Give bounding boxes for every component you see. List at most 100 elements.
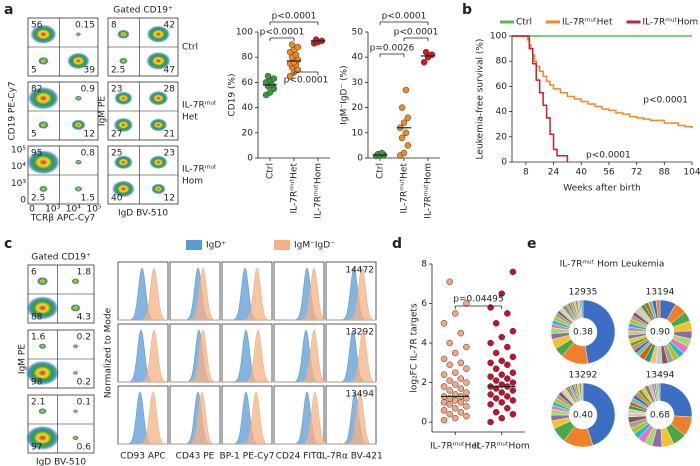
density	[67, 52, 90, 70]
y-tick-label: 20	[352, 103, 364, 113]
quadrant-value: 0.6	[77, 443, 92, 453]
panel-label: b	[462, 2, 472, 18]
legend-swatch	[274, 240, 290, 250]
point	[504, 361, 511, 369]
point	[446, 387, 453, 394]
axis-title: IgD BV-510	[36, 458, 86, 466]
quadrant-value: 2.1	[31, 398, 45, 408]
y-tick-label: 2	[421, 378, 427, 388]
point	[440, 371, 448, 378]
histogram	[222, 391, 273, 445]
point	[400, 119, 408, 126]
quadrant-value: 12	[164, 194, 175, 204]
density	[73, 409, 78, 414]
point	[402, 86, 410, 94]
density	[113, 117, 134, 133]
point	[492, 349, 500, 357]
density	[151, 183, 166, 195]
density	[75, 32, 81, 37]
point	[264, 72, 272, 80]
histogram	[222, 329, 273, 383]
point	[457, 385, 465, 392]
title: IL-7Rᵐᵘᵗ Hom Leukemia	[560, 260, 665, 270]
point	[463, 300, 470, 307]
quadrant-value: 56	[31, 21, 43, 31]
sample-id: 14472	[345, 266, 374, 276]
y-tick-label: 40	[496, 107, 508, 117]
point	[446, 401, 453, 408]
point	[487, 391, 494, 398]
quadrant-value: 82	[31, 85, 42, 95]
histogram	[170, 329, 221, 383]
point	[504, 405, 511, 412]
point	[428, 51, 436, 58]
y-tick-label: 20	[496, 132, 508, 142]
point	[509, 397, 517, 404]
y-tick-label: 80	[242, 53, 254, 63]
axis-title: IgM PE	[98, 96, 108, 126]
panel-label: c	[4, 236, 12, 252]
y-tick-label: 0	[357, 154, 363, 164]
y-tick-label: 10	[352, 128, 364, 138]
y-tick-label: 20	[242, 128, 254, 138]
quadrant-value: 4.3	[77, 313, 91, 323]
x-tick-label: IL-7RᵐᵘᵗHet	[400, 163, 410, 214]
quadrant-value: 47	[164, 66, 175, 76]
point	[446, 339, 453, 347]
density	[149, 155, 168, 170]
density	[146, 51, 171, 70]
point	[270, 75, 278, 82]
row-label: Het	[182, 113, 198, 123]
x-tick-label: Ctrl	[266, 163, 276, 179]
quadrant-value: 0.2	[77, 378, 91, 388]
x-tick-label: IL-7RᵐᵘᵗHom	[474, 442, 530, 452]
diversity-index: 0.40	[573, 411, 593, 421]
density	[72, 344, 79, 349]
legend-label: IgM⁻IgD⁻	[294, 241, 335, 251]
x-tick-label: Ctrl	[376, 163, 386, 179]
sample-id: 12935	[569, 288, 598, 298]
row-label: Hom	[182, 177, 203, 187]
point	[440, 416, 448, 424]
p-value: p<0.0001	[272, 12, 317, 22]
point	[398, 134, 406, 142]
point	[487, 418, 494, 426]
quadrant-value: 2.5	[111, 66, 125, 76]
density	[27, 86, 59, 110]
point	[463, 379, 470, 386]
y-tick-label: 0	[421, 418, 427, 428]
quadrant-value: 5	[31, 66, 37, 76]
histogram	[170, 391, 220, 445]
marker-label: CD43 PE	[176, 452, 215, 462]
density	[113, 155, 133, 170]
point	[463, 389, 470, 396]
quadrant-value: 25	[111, 149, 122, 159]
quadrant-value: 42	[164, 21, 175, 31]
y-tick-label: 100	[490, 32, 507, 42]
density	[74, 186, 83, 192]
point	[452, 381, 459, 388]
row-label: IL-7Rᵐᵘᵗ	[182, 165, 217, 175]
point	[446, 377, 453, 384]
point	[509, 410, 517, 418]
point	[404, 142, 412, 149]
density	[111, 180, 135, 198]
p-value: p=0.04495	[453, 295, 503, 305]
point	[457, 375, 465, 382]
quadrant-value: 12	[84, 130, 95, 140]
x-tick-label: 56	[603, 168, 615, 178]
density	[71, 278, 80, 285]
p-value: p<0.0001	[260, 28, 305, 38]
legend-label: IgD⁺	[206, 241, 226, 251]
quadrant-value: 88	[31, 313, 43, 323]
quadrant-value: 39	[84, 66, 96, 76]
axis-title: CD19 (%)	[228, 73, 238, 116]
quadrant-value: 21	[164, 130, 175, 140]
point	[492, 365, 500, 373]
sample-id: 13494	[646, 371, 675, 381]
histogram	[118, 391, 169, 445]
point	[440, 383, 448, 390]
point	[492, 320, 500, 327]
y-tick-label: 0	[247, 154, 253, 164]
